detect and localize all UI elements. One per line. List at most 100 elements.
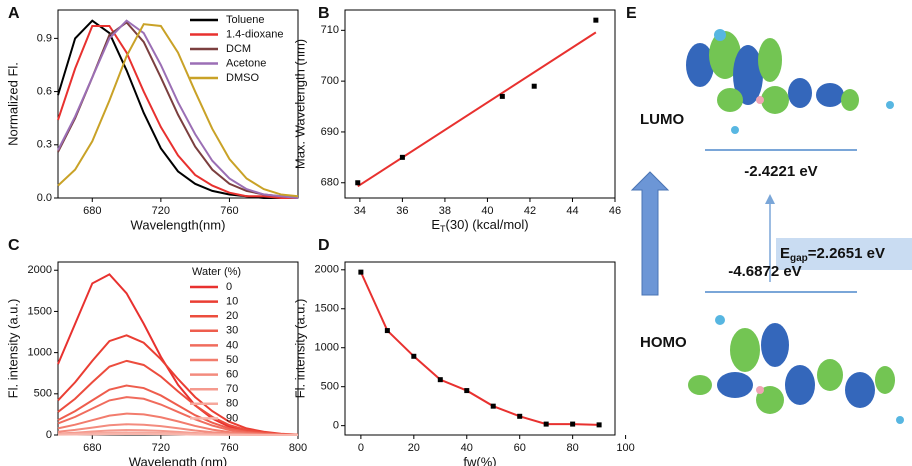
line	[57, 24, 298, 199]
x-axis-label: Wavelength(nm)	[131, 217, 226, 232]
point	[355, 180, 361, 186]
y-axis-label: Max. Wavelength (nm)	[292, 39, 307, 169]
legend-label: 30	[226, 325, 238, 337]
x-tick-label: 680	[83, 205, 101, 217]
y-axis-label: Fl. intensity (a.u.)	[5, 299, 20, 399]
marker	[490, 403, 496, 409]
legend-label: DMSO	[226, 72, 259, 84]
marker	[411, 353, 417, 359]
y-tick-label: 0	[333, 420, 339, 432]
x-axis-label-part: E	[431, 217, 440, 232]
gap-value: =2.2651 eV	[808, 245, 885, 262]
x-axis-label-sub: T	[440, 224, 446, 234]
x-tick-label: 760	[220, 205, 238, 217]
homo-orbital	[688, 315, 904, 424]
y-tick-label: 1500	[315, 303, 339, 315]
legend-label: 50	[226, 354, 238, 366]
x-tick-label: 80	[567, 442, 579, 454]
y-tick-label: 500	[34, 388, 52, 400]
plot-frame	[344, 9, 616, 199]
x-tick-label: 34	[354, 205, 366, 217]
homo-energy: -4.6872 eV	[728, 263, 801, 280]
marker	[543, 421, 549, 427]
x-axis-label-part: (30) (kcal/mol)	[446, 217, 529, 232]
lumo-label: LUMO	[640, 111, 684, 128]
plot-frame	[57, 261, 299, 436]
line	[57, 359, 299, 436]
legend-label: Acetone	[226, 57, 266, 69]
panel-label: A	[8, 5, 20, 22]
legend-label: 0	[226, 281, 232, 293]
line	[57, 19, 299, 199]
y-tick-label: 700	[321, 75, 339, 87]
line	[57, 23, 299, 198]
x-tick-label: 60	[514, 442, 526, 454]
line	[359, 271, 600, 426]
y-tick-label: 0.0	[37, 192, 52, 204]
x-tick-label: 36	[396, 205, 408, 217]
x-tick-label: 800	[289, 442, 307, 454]
line	[57, 19, 298, 199]
y-tick-label: 500	[321, 381, 339, 393]
x-tick-label: 20	[408, 442, 420, 454]
legend-label: Toluene	[226, 14, 265, 26]
x-tick-label: 680	[83, 442, 101, 454]
y-tick-label: 1500	[28, 305, 52, 317]
energy-arrow	[630, 171, 670, 296]
y-tick-label: 0.3	[37, 139, 52, 151]
x-tick-label: 40	[461, 442, 473, 454]
point	[399, 154, 405, 160]
gap-subscript: gap	[790, 253, 808, 264]
y-axis-label: Normalized Fl.	[5, 62, 20, 146]
fit-line	[357, 31, 597, 188]
marker	[596, 422, 602, 428]
x-tick-label: 38	[439, 205, 451, 217]
marker	[358, 269, 364, 275]
marker	[464, 388, 470, 394]
x-tick-label: 40	[481, 205, 493, 217]
lumo-orbital	[686, 29, 894, 134]
marker	[437, 377, 443, 383]
y-tick-label: 2000	[315, 264, 339, 276]
y-tick-label: 1000	[315, 342, 339, 354]
x-axis-label: fw(%)	[463, 454, 496, 466]
panel-label: D	[318, 237, 330, 254]
legend-label: 10	[226, 296, 238, 308]
x-tick-label: 720	[152, 205, 170, 217]
y-tick-label: 0.9	[37, 32, 52, 44]
gap-label: Egap=2.2651 eV	[780, 245, 885, 264]
y-tick-label: 0.6	[37, 85, 52, 97]
legend-label: 70	[226, 383, 238, 395]
legend-label: 20	[226, 310, 238, 322]
marker	[570, 421, 576, 427]
homo-label: HOMO	[640, 334, 687, 351]
gap-symbol: E	[780, 245, 790, 262]
panel-label: C	[8, 237, 20, 254]
x-axis-label: ET(30) (kcal/mol)	[431, 217, 528, 234]
x-axis-label: Wavelength (nm)	[129, 454, 228, 466]
y-tick-label: 1000	[28, 347, 52, 359]
x-tick-label: 100	[616, 442, 634, 454]
legend-label: 90	[226, 412, 238, 424]
x-tick-label: 0	[358, 442, 364, 454]
y-axis-label: Fl. intensity (a.u.)	[292, 299, 307, 399]
y-tick-label: 0	[46, 429, 52, 441]
marker	[517, 413, 523, 419]
legend-label: 60	[226, 369, 238, 381]
legend-title: Water (%)	[192, 266, 241, 278]
x-tick-label: 44	[566, 205, 578, 217]
line	[57, 334, 299, 436]
x-tick-label: 720	[152, 442, 170, 454]
panel-label: B	[318, 5, 330, 22]
y-tick-label: 2000	[28, 264, 52, 276]
plot-frame	[57, 9, 299, 199]
x-tick-label: 46	[609, 205, 621, 217]
legend-label: 80	[226, 398, 238, 410]
x-tick-label: 42	[524, 205, 536, 217]
legend-label: 1.4-dioxane	[226, 28, 284, 40]
x-tick-label: 760	[220, 442, 238, 454]
marker	[384, 328, 390, 334]
gap-box	[776, 238, 912, 270]
